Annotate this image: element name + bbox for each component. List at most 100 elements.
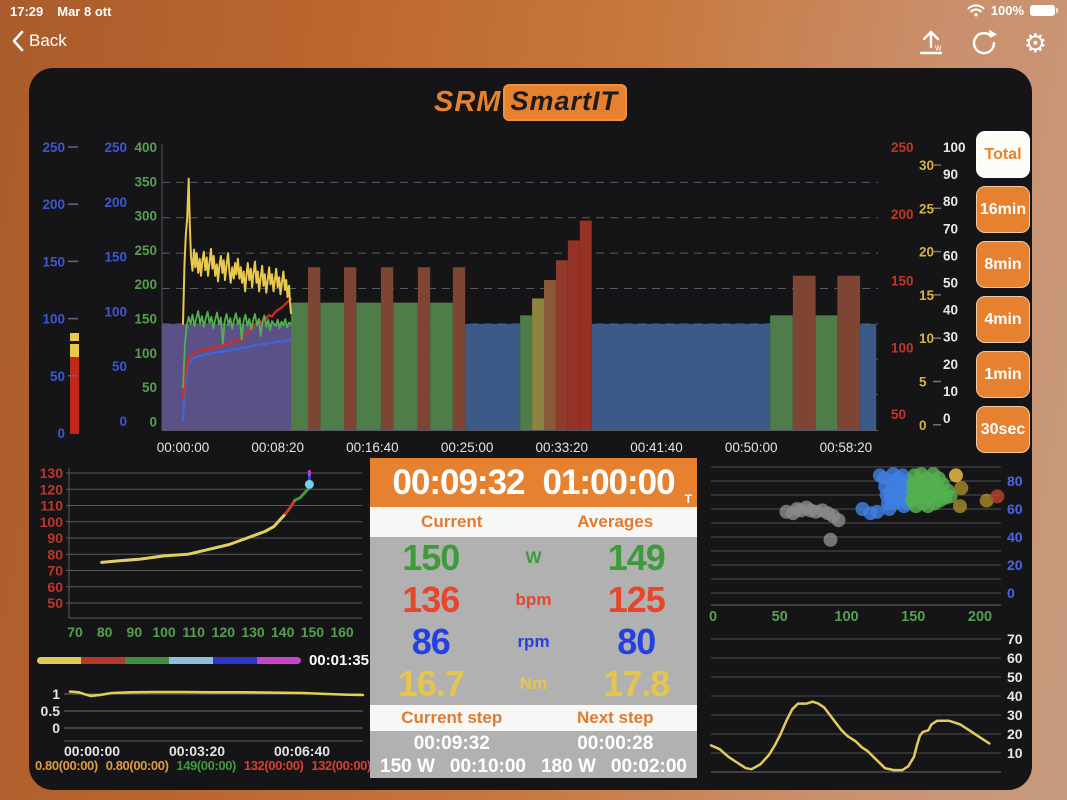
svg-text:50: 50 [891,407,906,422]
svg-text:30: 30 [943,330,958,345]
svg-text:80: 80 [1007,473,1023,489]
svg-text:00:25:00: 00:25:00 [441,440,494,455]
svg-text:0: 0 [52,720,60,736]
wifi-icon [967,4,985,17]
svg-text:00:00:00: 00:00:00 [64,743,120,759]
stat-item: 132(00:00) [311,758,371,773]
duration-button-1min[interactable]: 1min [976,351,1030,398]
svg-text:0.5: 0.5 [41,703,61,719]
svg-text:w: w [934,43,942,53]
svg-text:100: 100 [152,624,176,640]
logo-srm: SRM [434,86,502,118]
svg-text:400: 400 [134,140,157,155]
next-step-header: Next step [576,708,654,727]
metric-unit: rpm [517,632,550,651]
clock: 17:29 [10,4,44,19]
svg-text:200: 200 [104,195,127,210]
svg-text:00:33:20: 00:33:20 [536,440,589,455]
svg-text:20: 20 [943,357,958,372]
zone-segment [169,657,213,664]
svg-text:200: 200 [134,277,157,292]
svg-text:250: 250 [42,140,65,155]
main-panel: SRM SmartIT 250 200 150 100 50 0 250 200 150 100 5… [29,68,1032,790]
svg-text:00:16:40: 00:16:40 [346,440,399,455]
metric-cur: 150 [402,537,460,578]
svg-text:150: 150 [901,609,925,625]
svg-text:0: 0 [709,609,717,625]
total-time: 01:00:00 [542,462,676,502]
stat-item: 0.80(00:00) [105,758,169,773]
elapsed-time: 00:09:32 [392,462,525,502]
app-logo: SRM SmartIT [29,84,1032,121]
zone-time-label: 00:01:35 [308,652,369,669]
top-actions: w ⚙ [918,28,1047,58]
svg-text:350: 350 [134,174,157,189]
svg-text:150: 150 [891,274,914,289]
svg-text:20: 20 [1007,557,1023,573]
zone-segment [81,657,125,664]
metric-avg: 17.8 [603,663,670,704]
svg-text:50: 50 [142,380,157,395]
svg-text:120: 120 [40,481,64,497]
duration-button-4min[interactable]: 4min [976,296,1030,343]
svg-text:130: 130 [40,465,64,481]
duration-button-30sec[interactable]: 30sec [976,406,1030,453]
zone-distribution-bar: 00:01:35 [37,652,369,669]
settings-gear-icon[interactable]: ⚙ [1023,28,1047,58]
svg-text:60: 60 [1007,650,1023,666]
metric-row-nm: 16.7 Nm 17.8 [370,663,697,705]
zone-segment [125,657,169,664]
status-bar: 17:29 Mar 8 ott 100% [0,0,1067,24]
metric-unit: W [525,548,542,567]
next-step-time: 00:00:28 [577,733,654,754]
column-headers: Current Averages [370,507,697,537]
svg-text:110: 110 [182,624,205,640]
svg-text:100: 100 [134,346,157,361]
svg-text:140: 140 [271,624,295,640]
duration-button-16min[interactable]: 16min [976,186,1030,233]
svg-text:150: 150 [301,624,325,640]
duration-button-total[interactable]: Total [976,131,1030,178]
svg-text:130: 130 [241,624,265,640]
status-left: 17:29 Mar 8 ott [10,4,111,19]
zone-segment [257,657,301,664]
svg-text:70: 70 [67,624,83,640]
duration-button-8min[interactable]: 8min [976,241,1030,288]
zone-segment [37,657,81,664]
svg-text:00:50:00: 00:50:00 [725,440,778,455]
next-step-duration: 00:02:00 [610,756,687,777]
averages-column-header: Averages [577,512,654,531]
svg-text:40: 40 [1007,688,1023,704]
svg-text:0: 0 [919,418,927,433]
svg-text:50: 50 [943,276,958,291]
svg-text:80: 80 [97,624,113,640]
battery-icon [1030,4,1058,17]
metric-row-bpm: 136 bpm 125 [370,579,697,621]
refresh-icon[interactable] [970,29,998,57]
stats-row: 0.80(00:00) 0.80(00:00) 149(00:00) 132(00:0… [35,758,371,773]
svg-text:60: 60 [47,579,63,595]
svg-text:90: 90 [943,167,958,182]
svg-text:00:41:40: 00:41:40 [630,440,683,455]
svg-text:00:58:20: 00:58:20 [820,440,873,455]
upload-icon[interactable]: w [918,28,944,58]
svg-text:60: 60 [943,248,958,263]
svg-text:50: 50 [1007,669,1023,685]
svg-text:150: 150 [42,254,65,269]
svg-text:50: 50 [772,609,788,625]
metric-avg: 125 [607,579,666,620]
svg-text:200: 200 [42,197,65,212]
date: Mar 8 ott [57,4,112,19]
svg-text:10: 10 [943,384,958,399]
svg-text:0: 0 [943,411,951,426]
svg-text:15: 15 [919,288,935,303]
svg-text:00:06:40: 00:06:40 [274,743,330,759]
svg-text:50: 50 [112,359,127,374]
metric-unit: Nm [519,674,548,693]
back-button[interactable]: Back [12,30,67,52]
svg-text:10: 10 [1007,745,1023,761]
svg-text:90: 90 [47,530,63,546]
svg-text:150: 150 [104,250,127,265]
